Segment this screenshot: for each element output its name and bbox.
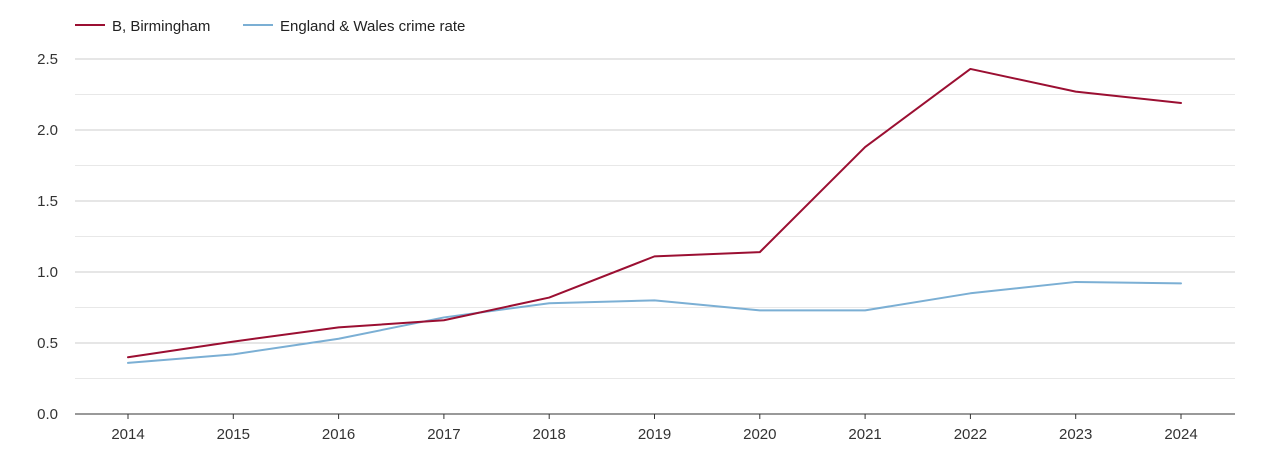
y-tick-label: 1.5 [37,193,58,210]
x-tick-label: 2021 [848,426,881,443]
legend-label: B, Birmingham [112,18,210,35]
grid [75,58,1235,379]
y-tick-label: 2.5 [37,51,58,68]
y-tick-label: 2.0 [37,122,58,139]
x-tick-label: 2020 [743,426,776,443]
x-axis-ticks: 2014 2015 2016 2017 2018 2019 2020 2021 2022 2023… [111,414,1198,443]
y-tick-label: 0.5 [37,335,58,352]
y-axis-ticks: 0.0 0.5 1.0 1.5 2.0 2.5 [37,51,58,423]
y-tick-label: 1.0 [37,264,58,281]
legend-label: England & Wales crime rate [280,18,465,35]
series-line-2 [127,280,1182,364]
x-tick-label: 2024 [1164,426,1197,443]
x-tick-label: 2016 [322,426,355,443]
series-line-1 [127,67,1182,359]
x-tick-label: 2014 [111,426,144,443]
y-tick-label: 0.0 [37,406,58,423]
x-tick-label: 2017 [427,426,460,443]
x-tick-label: 2015 [217,426,250,443]
x-tick-label: 2019 [638,426,671,443]
legend: B, Birmingham England & Wales crime rate [75,18,465,35]
x-tick-label: 2018 [533,426,566,443]
x-tick-label: 2022 [954,426,987,443]
series-lines [127,67,1182,364]
x-tick-label: 2023 [1059,426,1092,443]
